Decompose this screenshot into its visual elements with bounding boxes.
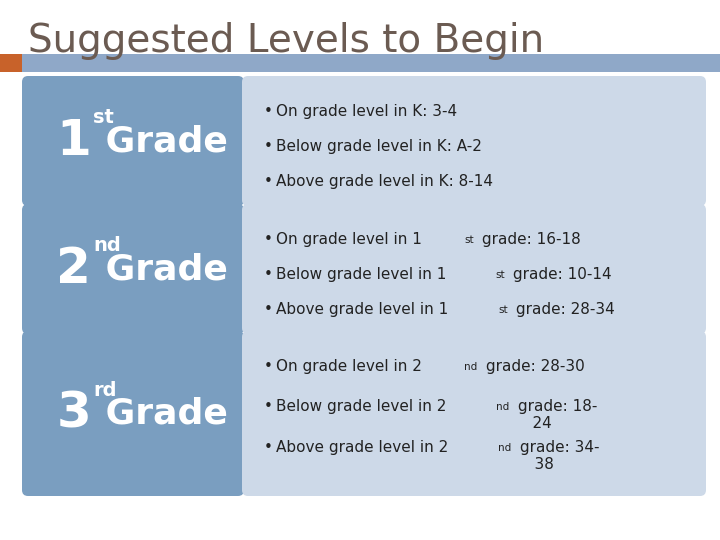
Text: •: • — [264, 267, 273, 282]
Text: Grade: Grade — [93, 396, 228, 430]
Text: nd: nd — [496, 402, 509, 412]
Text: rd: rd — [93, 381, 117, 400]
Text: nd: nd — [498, 443, 511, 453]
Text: 3: 3 — [56, 389, 91, 437]
FancyBboxPatch shape — [22, 76, 244, 206]
FancyBboxPatch shape — [22, 204, 244, 334]
Text: grade: 28-34: grade: 28-34 — [510, 302, 614, 317]
Text: 1: 1 — [56, 117, 91, 165]
Text: Below grade level in K: A-2: Below grade level in K: A-2 — [276, 139, 482, 154]
Text: On grade level in 1: On grade level in 1 — [276, 232, 422, 247]
Text: grade: 16-18: grade: 16-18 — [477, 232, 580, 247]
Text: •: • — [264, 139, 273, 154]
Text: grade: 18-
    24: grade: 18- 24 — [513, 399, 598, 431]
Text: •: • — [264, 440, 273, 455]
Text: Above grade level in 1: Above grade level in 1 — [276, 302, 449, 317]
Text: •: • — [264, 302, 273, 317]
Text: Below grade level in 2: Below grade level in 2 — [276, 399, 446, 414]
Text: st: st — [496, 270, 505, 280]
Text: On grade level in K: 3-4: On grade level in K: 3-4 — [276, 104, 457, 119]
Text: grade: 34-
    38: grade: 34- 38 — [516, 440, 600, 472]
Text: On grade level in 2: On grade level in 2 — [276, 359, 422, 374]
Text: grade: 28-30: grade: 28-30 — [482, 359, 585, 374]
Text: Grade: Grade — [93, 252, 228, 286]
Text: Above grade level in 2: Above grade level in 2 — [276, 440, 449, 455]
FancyBboxPatch shape — [22, 331, 244, 496]
Text: nd: nd — [93, 236, 121, 255]
Text: Suggested Levels to Begin: Suggested Levels to Begin — [28, 22, 544, 60]
Bar — [0, 54, 720, 72]
Text: •: • — [264, 399, 273, 414]
Bar — [0, 54, 22, 72]
FancyBboxPatch shape — [242, 76, 706, 206]
Text: nd: nd — [464, 362, 477, 372]
FancyBboxPatch shape — [242, 204, 706, 334]
Text: Below grade level in 1: Below grade level in 1 — [276, 267, 446, 282]
Text: st: st — [93, 108, 114, 127]
Text: •: • — [264, 359, 273, 374]
Text: •: • — [264, 232, 273, 247]
Text: st: st — [464, 235, 474, 245]
Text: st: st — [498, 305, 508, 315]
Text: grade: 10-14: grade: 10-14 — [508, 267, 612, 282]
Text: Grade: Grade — [93, 124, 228, 158]
Text: 2: 2 — [56, 245, 91, 293]
FancyBboxPatch shape — [242, 331, 706, 496]
Text: Above grade level in K: 8-14: Above grade level in K: 8-14 — [276, 174, 493, 189]
Text: •: • — [264, 104, 273, 119]
Text: •: • — [264, 174, 273, 189]
